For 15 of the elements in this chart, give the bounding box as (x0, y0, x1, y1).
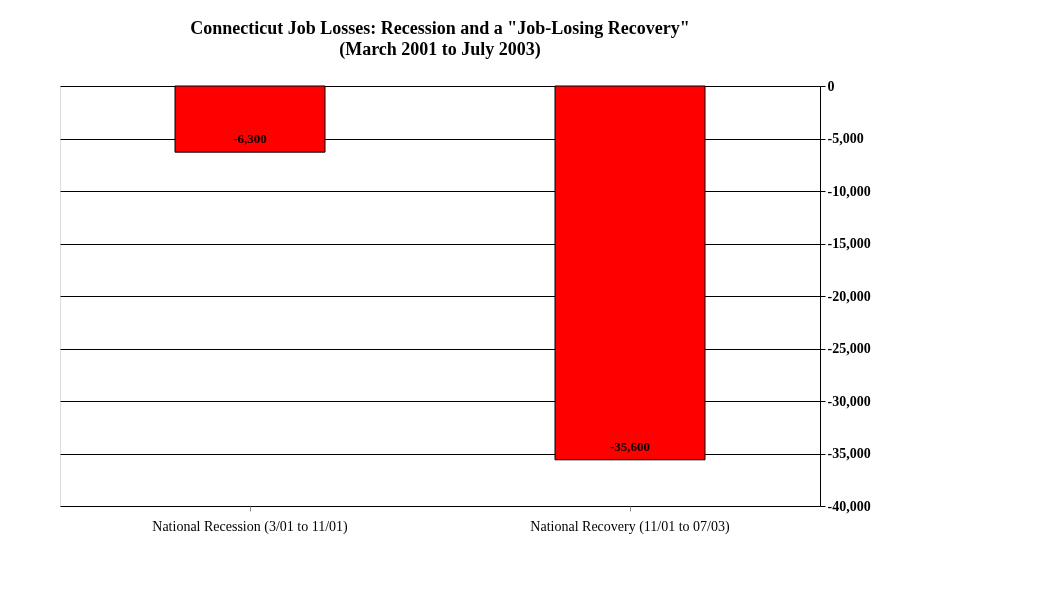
y-tick-label: -20,000 (827, 288, 871, 304)
y-tick-label: -10,000 (827, 183, 871, 199)
y-tick-label: -15,000 (827, 236, 871, 251)
data-label: -6,300 (233, 131, 267, 147)
x-tick-label: National Recovery (11/01 to 07/03) (530, 518, 730, 535)
y-tick-label: -40,000 (827, 498, 871, 514)
chart-title: Connecticut Job Losses: Recession and a "Job-Losing Recovery" (190, 18, 690, 38)
x-tick-label: National Recession (3/01 to 11/01) (152, 518, 349, 535)
data-label: -35,600 (609, 438, 651, 454)
chart-subtitle: (March 2001 to July 2003) (339, 39, 541, 60)
y-tick-label: -25,000 (827, 341, 871, 356)
y-tick-label: -5,000 (827, 131, 864, 146)
y-tick-label: -35,000 (827, 446, 871, 461)
y-tick-label: 0 (827, 78, 835, 94)
y-tick-label: -30,000 (827, 393, 871, 409)
